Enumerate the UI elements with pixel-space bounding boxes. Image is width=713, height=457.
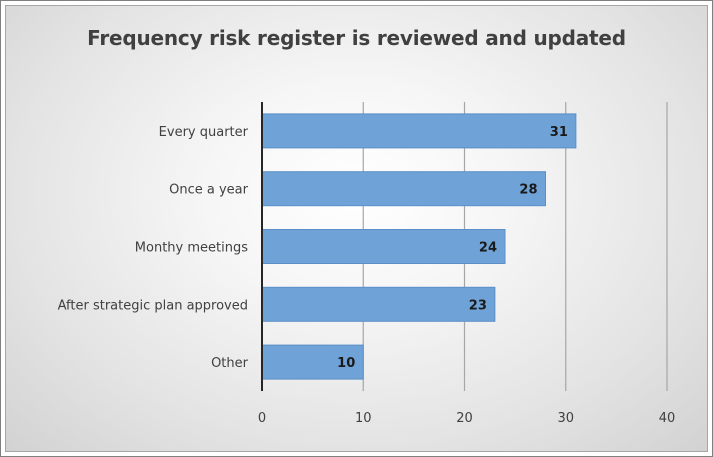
x-tick-label: 10 xyxy=(355,411,372,426)
bar xyxy=(261,286,496,322)
bar-chart: 0 10 20 30 40 Every quarter 31 Once a year 28 Mon… xyxy=(58,102,676,426)
bars xyxy=(261,113,577,380)
x-tick-label: 20 xyxy=(456,411,473,426)
x-tick-label: 30 xyxy=(557,411,574,426)
labels: 0 10 20 30 40 Every quarter 31 Once a year 28 Mon… xyxy=(58,125,676,426)
category-label: Once a year xyxy=(169,183,249,198)
bar xyxy=(261,229,506,264)
data-label: 24 xyxy=(479,241,497,256)
bar xyxy=(261,113,577,149)
category-label: After strategic plan approved xyxy=(58,298,248,313)
category-label: Every quarter xyxy=(159,125,249,140)
category-label: Monthy meetings xyxy=(135,241,248,256)
data-label: 28 xyxy=(519,183,537,198)
x-tick-label: 40 xyxy=(659,411,676,426)
data-label: 31 xyxy=(550,125,568,140)
category-label: Other xyxy=(211,356,249,371)
chart-area: Frequency risk register is reviewed and … xyxy=(5,5,708,452)
data-label: 10 xyxy=(337,356,355,371)
x-tick-label: 0 xyxy=(258,411,266,426)
chart-title: Frequency risk register is reviewed and … xyxy=(87,26,626,50)
bar xyxy=(261,171,546,207)
data-label: 23 xyxy=(469,298,487,313)
